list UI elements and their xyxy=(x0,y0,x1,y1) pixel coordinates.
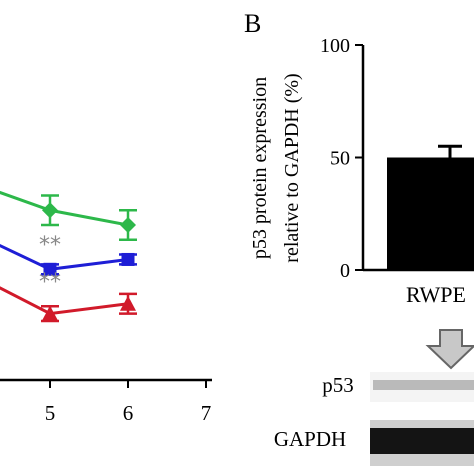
bar xyxy=(387,157,474,270)
panel-a-annotations: ** ** xyxy=(39,233,61,295)
y-tick-label: 50 xyxy=(330,148,350,170)
blot-label-gapdh: GAPDH xyxy=(274,427,346,451)
y-tick-label: 100 xyxy=(320,35,350,57)
data-point xyxy=(121,252,135,266)
western-blot: p53 GAPDH xyxy=(274,372,474,466)
significance-marker: ** xyxy=(39,233,61,258)
panel-b-y-ticks: 0 50 100 xyxy=(320,35,363,282)
panel-b-category-labels: RWPE xyxy=(406,282,466,307)
data-point xyxy=(43,262,57,276)
significance-marker: ** xyxy=(39,270,61,295)
x-tick-label: 6 xyxy=(123,401,134,425)
blot-band-gapdh xyxy=(370,428,474,454)
blot-label-p53: p53 xyxy=(322,373,354,397)
panel-b-ylabel-line2: relative to GAPDH (%) xyxy=(281,73,303,262)
category-label: RWPE xyxy=(406,282,466,307)
data-point xyxy=(120,217,136,234)
down-arrow-icon xyxy=(425,329,474,370)
data-point xyxy=(42,305,58,321)
series-line xyxy=(0,243,129,271)
blot-band-p53 xyxy=(373,380,474,390)
panel-b-ylabel-line1: p53 protein expression xyxy=(249,77,271,259)
data-point xyxy=(120,295,136,311)
x-tick-label: 5 xyxy=(45,401,56,425)
series-line xyxy=(0,190,129,227)
data-point xyxy=(42,202,58,219)
panel-b-bars xyxy=(387,144,474,270)
series-line xyxy=(0,286,129,316)
x-tick-label: 7 xyxy=(201,401,212,425)
panel-b-bar-chart: B p53 protein expression relative to GAP… xyxy=(244,9,474,307)
y-tick-label: 0 xyxy=(340,260,350,282)
panel-b-label: B xyxy=(244,9,261,38)
panel-a-line-chart: 5 6 7 ** ** xyxy=(0,190,212,425)
panel-a-x-ticks: 5 6 7 xyxy=(45,380,212,425)
panel-a-series xyxy=(0,190,137,323)
